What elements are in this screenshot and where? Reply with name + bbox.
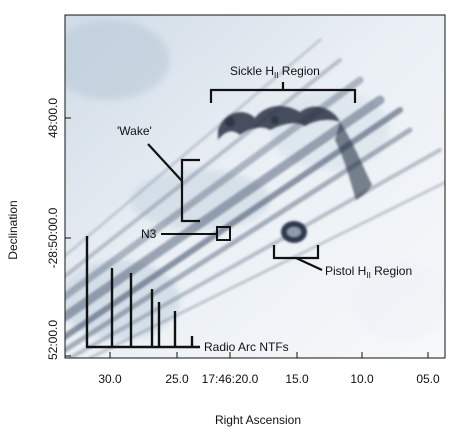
radio-image xyxy=(65,15,445,358)
y-axis-label: Declination xyxy=(6,200,20,259)
radio-arc-filaments xyxy=(65,38,445,358)
x-tick-labels: 30.0 25.0 17:46:20.0 15.0 10.0 05.0 xyxy=(98,372,440,386)
pistol-region-emission xyxy=(281,221,307,243)
wake-bracket xyxy=(147,143,200,223)
y-tick-label: 52:00.0 xyxy=(46,320,60,360)
axis-ticks xyxy=(65,117,429,358)
sickle-label: Sickle HII Region xyxy=(230,64,320,80)
sickle-region-emission xyxy=(218,105,372,200)
wake-label: 'Wake' xyxy=(117,124,152,138)
y-tick-label: 48:00.0 xyxy=(46,98,60,138)
plot-frame xyxy=(64,14,446,359)
ntf-label: Radio Arc NTFs xyxy=(204,340,289,354)
pistol-bracket xyxy=(272,245,323,271)
y-tick-labels: 48:00.0 -28:50:00.0 52:00.0 xyxy=(46,98,60,360)
x-tick-label: 05.0 xyxy=(416,372,440,386)
x-tick-label: 17:46:20.0 xyxy=(202,372,259,386)
y-tick-label: -28:50:00.0 xyxy=(46,207,60,268)
x-tick-label: 10.0 xyxy=(350,372,374,386)
x-axis-label: Right Ascension xyxy=(215,413,301,427)
ntf-comb xyxy=(85,236,200,349)
n3-label: N3 xyxy=(141,227,157,241)
pistol-label: Pistol HII Region xyxy=(325,264,412,280)
x-tick-label: 25.0 xyxy=(165,372,189,386)
sickle-bracket xyxy=(209,82,357,103)
x-tick-label: 15.0 xyxy=(285,372,309,386)
x-tick-label: 30.0 xyxy=(98,372,122,386)
